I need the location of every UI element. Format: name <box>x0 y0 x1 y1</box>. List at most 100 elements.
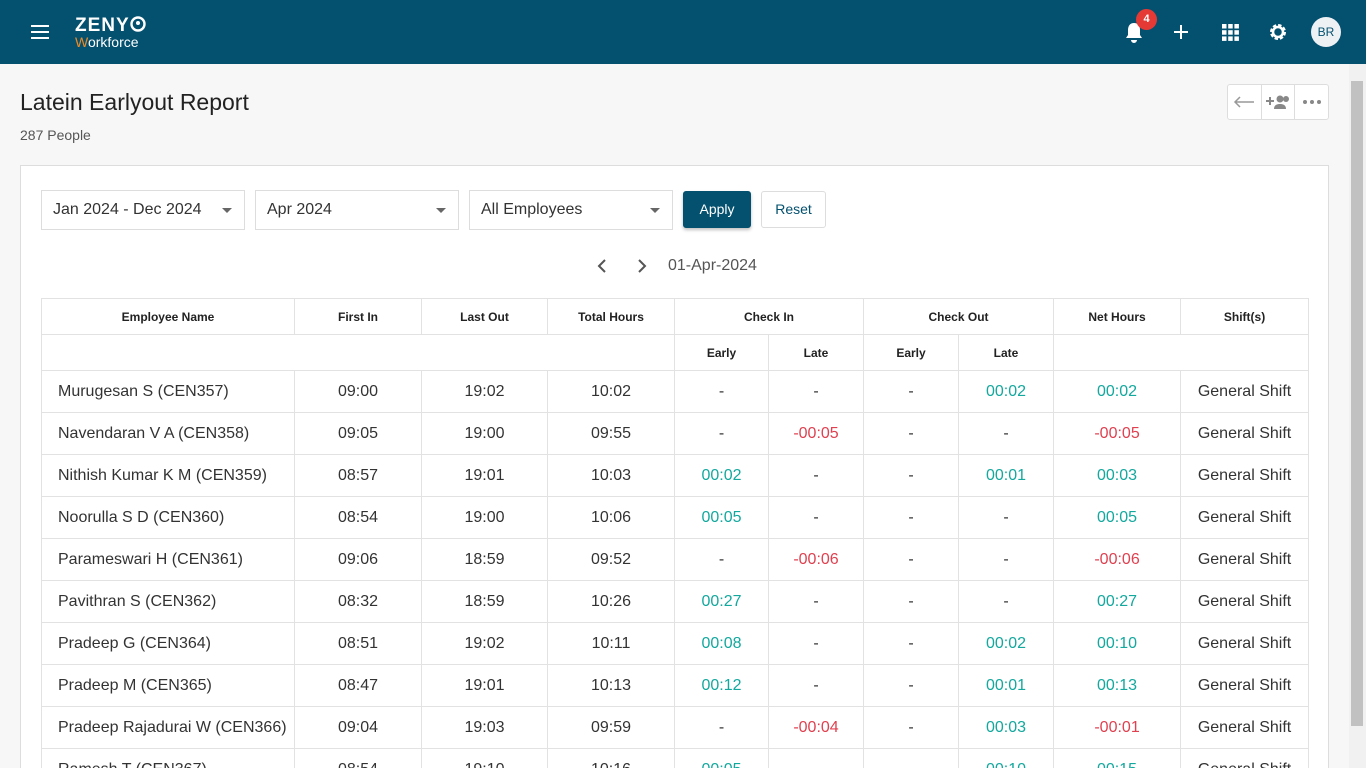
cell: 19:10 <box>421 748 548 768</box>
cell: 10:13 <box>547 664 675 707</box>
cell: - <box>863 622 960 665</box>
cell: 09:52 <box>547 538 675 581</box>
add-icon[interactable] <box>1173 24 1189 40</box>
cell: - <box>958 496 1055 539</box>
back-button[interactable] <box>1228 85 1262 119</box>
cell: - <box>863 538 960 581</box>
subcolumn-header: Late <box>767 334 865 371</box>
subheader-blank <box>1053 334 1310 371</box>
cell: 00:27 <box>1053 580 1182 623</box>
employee-name: Navendaran V A (CEN358) <box>41 412 295 455</box>
employee-name: Parameswari H (CEN361) <box>41 538 295 581</box>
period-select[interactable]: Jan 2024 - Dec 2024 <box>41 190 245 230</box>
cell: 19:03 <box>421 706 548 749</box>
cell: General Shift <box>1180 580 1310 623</box>
cell: 00:15 <box>1053 748 1182 768</box>
cell: 00:02 <box>1053 370 1182 413</box>
data-row: Pavithran S (CEN362) 08:32 18:59 10:26 00:27… <box>41 580 1310 623</box>
cell: General Shift <box>1180 370 1310 413</box>
cell: 18:59 <box>421 580 548 623</box>
logo[interactable]: ZENY Workforce <box>75 16 146 50</box>
cell: 19:01 <box>421 664 548 707</box>
notification-icon[interactable] <box>1124 22 1144 44</box>
cell: - <box>767 748 865 768</box>
data-row: Navendaran V A (CEN358) 09:05 19:00 09:55- -… <box>41 412 1310 455</box>
settings-icon[interactable] <box>1268 22 1288 42</box>
cell: - <box>674 370 769 413</box>
column-header: Shift(s) <box>1180 298 1310 335</box>
column-header: First In <box>294 298 422 335</box>
cell: 09:04 <box>294 706 422 749</box>
page-subtitle: 287 People <box>20 127 91 143</box>
cell: General Shift <box>1180 454 1310 497</box>
data-row: Pradeep G (CEN364) 08:51 19:02 10:11 00:08- -… <box>41 622 1310 665</box>
data-row: Noorulla S D (CEN360) 08:54 19:00 10:06 00:0… <box>41 496 1310 539</box>
cell: -00:05 <box>767 412 865 455</box>
cell: 00:02 <box>958 622 1055 665</box>
cell: - <box>863 664 960 707</box>
subcolumn-header: Late <box>958 334 1055 371</box>
cell: 08:54 <box>294 496 422 539</box>
logo-icon <box>129 16 146 32</box>
header-row: Employee Name First In Last Out Total Hours… <box>41 298 1310 335</box>
column-header: Check Out <box>863 298 1055 335</box>
employee-name: Noorulla S D (CEN360) <box>41 496 295 539</box>
cell: - <box>767 454 865 497</box>
prev-date[interactable] <box>597 259 607 273</box>
cell: - <box>958 580 1055 623</box>
cell: 00:05 <box>1053 496 1182 539</box>
cell: General Shift <box>1180 538 1310 581</box>
scroll-thumb[interactable] <box>1351 81 1363 726</box>
cell: 00:01 <box>958 664 1055 707</box>
column-header: Last Out <box>421 298 548 335</box>
employee-name: Ramesh T (CEN367) <box>41 748 295 768</box>
data-row: Nithish Kumar K M (CEN359) 08:57 19:01 10:0… <box>41 454 1310 497</box>
reset-button[interactable]: Reset <box>761 191 826 228</box>
cell: - <box>958 538 1055 581</box>
scrollbar <box>1349 64 1366 768</box>
logo-text: ZENY <box>75 15 130 36</box>
cell: -00:06 <box>767 538 865 581</box>
cell: 09:00 <box>294 370 422 413</box>
more-button[interactable] <box>1295 85 1328 119</box>
cell: - <box>863 748 960 768</box>
cell: 00:01 <box>958 454 1055 497</box>
cell: 19:00 <box>421 412 548 455</box>
apply-button[interactable]: Apply <box>683 191 751 228</box>
cell: 00:27 <box>674 580 769 623</box>
cell: - <box>674 706 769 749</box>
column-header: Total Hours <box>547 298 675 335</box>
cell: 00:10 <box>1053 622 1182 665</box>
avatar[interactable]: BR <box>1311 17 1341 47</box>
cell: 00:02 <box>674 454 769 497</box>
cell: - <box>767 622 865 665</box>
people-button[interactable] <box>1262 85 1296 119</box>
apps-icon[interactable] <box>1222 24 1239 41</box>
cell: -00:06 <box>1053 538 1182 581</box>
cell: - <box>863 580 960 623</box>
employee-name: Pradeep M (CEN365) <box>41 664 295 707</box>
cell: 08:51 <box>294 622 422 665</box>
cell: 00:03 <box>958 706 1055 749</box>
cell: 00:10 <box>958 748 1055 768</box>
cell: -00:04 <box>767 706 865 749</box>
cell: 19:02 <box>421 622 548 665</box>
next-date[interactable] <box>637 259 647 273</box>
cell: - <box>674 412 769 455</box>
cell: 08:57 <box>294 454 422 497</box>
subheader-blank <box>41 334 675 371</box>
cell: 09:06 <box>294 538 422 581</box>
cell: 08:32 <box>294 580 422 623</box>
data-row: Pradeep M (CEN365) 08:47 19:01 10:13 00:12- -… <box>41 664 1310 707</box>
cell: 18:59 <box>421 538 548 581</box>
menu-icon[interactable] <box>30 24 50 40</box>
report-card: Jan 2024 - Dec 2024 Apr 2024 All Employe… <box>20 165 1329 768</box>
employee-name: Murugesan S (CEN357) <box>41 370 295 413</box>
cell: 08:54 <box>294 748 422 768</box>
employee-select[interactable]: All Employees <box>469 190 673 230</box>
cell: General Shift <box>1180 412 1310 455</box>
cell: General Shift <box>1180 496 1310 539</box>
subcolumn-header: Early <box>863 334 960 371</box>
month-select[interactable]: Apr 2024 <box>255 190 459 230</box>
